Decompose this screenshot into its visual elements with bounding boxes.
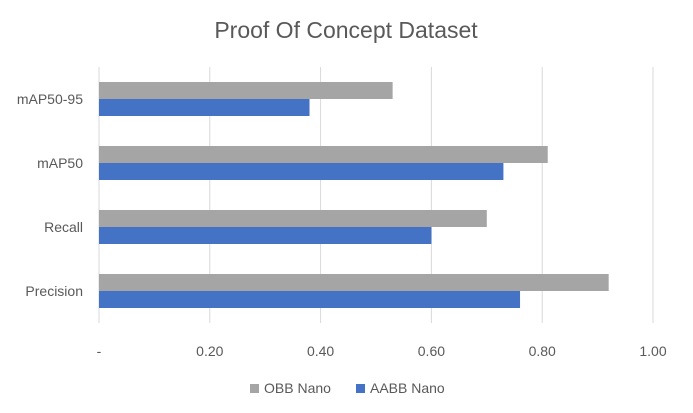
bar-obb-0 [99,82,393,99]
chart-title: Proof Of Concept Dataset [214,17,478,43]
y-axis-labels: mAP50-95 mAP50 Recall Precision [17,91,83,299]
legend-label: OBB Nano [264,380,331,396]
legend: OBB Nano AABB Nano [250,380,445,396]
x-tick-label: 0.20 [196,343,223,359]
bar-aabb-2 [99,227,432,244]
bar-obb-2 [99,210,487,227]
bars [99,82,609,308]
legend-swatch [356,384,365,393]
x-tick-label: - [97,343,102,359]
x-tick-label: 0.40 [307,343,334,359]
y-category-label: mAP50 [37,155,83,171]
bar-aabb-1 [99,163,504,180]
legend-label: AABB Nano [370,380,445,396]
legend-swatch [250,384,259,393]
y-category-label: mAP50-95 [17,91,83,107]
y-category-label: Precision [25,283,83,299]
bar-aabb-0 [99,99,310,116]
y-category-label: Recall [44,219,83,235]
bar-obb-3 [99,274,609,291]
x-axis-labels: - 0.20 0.40 0.60 0.80 1.00 [97,343,667,359]
bar-obb-1 [99,146,548,163]
bar-aabb-3 [99,291,521,308]
x-tick-label: 0.60 [418,343,445,359]
x-tick-label: 1.00 [639,343,666,359]
x-tick-label: 0.80 [529,343,556,359]
